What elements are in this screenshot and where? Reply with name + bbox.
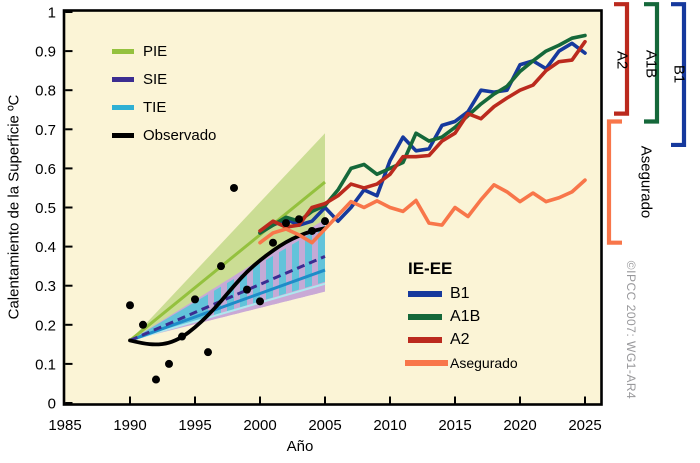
observed-dot-1995	[191, 295, 199, 304]
legend-item-label: TIE	[143, 98, 167, 116]
pie-swatch	[112, 48, 134, 54]
y-tick-label-0.8: 0.8	[35, 83, 56, 100]
legend-item-observado: Observado	[112, 121, 216, 149]
fan-centerline-sie	[129, 254, 326, 342]
plot-border	[62, 9, 603, 406]
range-bracket-a1b	[644, 2, 660, 124]
a2-swatch	[408, 336, 442, 343]
fan-centerline-tie	[129, 268, 326, 342]
observed-dot-1993	[165, 359, 173, 368]
y-tick-label-0: 0	[48, 396, 56, 413]
a1b-swatch	[408, 313, 442, 320]
observed-dot-1997	[217, 262, 225, 271]
y-tick-label-0.1: 0.1	[35, 356, 56, 373]
legend-item-label: SIE	[143, 70, 168, 88]
tie-band-edge	[129, 282, 326, 342]
observed-dot-2001	[269, 238, 277, 247]
observed-dot-1991	[139, 320, 147, 329]
x-tick-label-1995: 1995	[178, 417, 211, 434]
bracket-label-b1: B1	[670, 64, 688, 84]
observed-dot-1996	[204, 348, 212, 357]
legend-scenarios-title: IE-EE	[408, 259, 453, 278]
plot-background	[64, 10, 602, 405]
observed-dot-2005	[321, 217, 329, 226]
observed-dot-1994	[178, 332, 186, 341]
bracket-label-a2: A2	[613, 50, 631, 70]
legend-scenarios: IE-EE B1 A1B A2 Asegurado	[405, 259, 518, 374]
observed-dot-1990	[126, 301, 134, 310]
legend-item-a1b: A1B	[405, 305, 518, 328]
legend-item-label: B1	[450, 284, 470, 302]
copyright-credit: ©IPCC 2007: WG1-AR4	[624, 260, 638, 400]
y-tick-label-0.3: 0.3	[35, 278, 56, 295]
bracket-label-a1b: A1B	[642, 49, 660, 79]
observed-smoothed-line	[128, 226, 327, 347]
x-tick-label-1985: 1985	[48, 417, 81, 434]
y-tick-label-0.5: 0.5	[35, 200, 56, 217]
legend-item-tie: TIE	[112, 93, 216, 121]
range-bracket-asegurado	[606, 119, 622, 245]
range-bracket-b1	[671, 2, 687, 148]
x-tick-label-2025: 2025	[568, 417, 601, 434]
legend-item-a2: A2	[405, 328, 518, 351]
tie-swatch	[112, 104, 134, 110]
y-tick-label-0.7: 0.7	[35, 122, 56, 139]
observed-dot-2002	[282, 219, 290, 228]
asegurado-swatch	[405, 359, 448, 366]
legend-item-asegurado: Asegurado	[405, 351, 518, 374]
legend-item-label: Asegurado	[450, 354, 518, 371]
fan-pie	[130, 133, 325, 341]
observed-dot-2000	[256, 297, 264, 306]
legend-commitment-models: PIE SIE TIE Observado	[112, 37, 216, 149]
series-line-a1b	[258, 33, 587, 235]
observed-dot-2003	[295, 215, 303, 224]
x-tick-label-2010: 2010	[373, 417, 406, 434]
series-line-a2	[258, 39, 587, 233]
bracket-label-asegurado: Asegurado	[637, 145, 655, 219]
x-axis-title: Año	[286, 438, 314, 455]
sie-swatch	[112, 76, 134, 82]
legend-item-label: PIE	[143, 42, 168, 60]
observado-swatch	[112, 132, 134, 138]
x-tick-label-2005: 2005	[308, 417, 341, 434]
legend-item-pie: PIE	[112, 37, 216, 65]
legend-item-b1: B1	[405, 282, 518, 305]
range-bracket-a2	[614, 2, 630, 116]
legend-item-label: A2	[450, 330, 470, 348]
y-tick-label-0.9: 0.9	[35, 44, 56, 61]
x-tick-label-2000: 2000	[243, 417, 276, 434]
y-tick-label-1: 1	[48, 5, 56, 22]
b1-swatch	[408, 290, 442, 297]
y-axis-title: Calentamiento de la Superficie ºC	[5, 94, 23, 320]
legend-item-label: A1B	[450, 307, 481, 325]
observed-dot-1998	[230, 183, 238, 192]
x-tick-label-1990: 1990	[113, 417, 146, 434]
x-tick-label-2020: 2020	[503, 417, 536, 434]
x-tick-label-2015: 2015	[438, 417, 471, 434]
legend-item-label: Observado	[143, 126, 217, 144]
series-line-asegurado	[258, 178, 587, 245]
observed-dot-2004	[308, 226, 316, 235]
y-tick-label-0.2: 0.2	[35, 317, 56, 334]
observed-dot-1999	[243, 285, 251, 294]
observed-dot-1992	[152, 375, 160, 384]
y-tick-label-0.4: 0.4	[35, 239, 56, 256]
legend-item-sie: SIE	[112, 65, 216, 93]
y-tick-label-0.6: 0.6	[35, 161, 56, 178]
fan-centerline-pie	[129, 180, 326, 342]
